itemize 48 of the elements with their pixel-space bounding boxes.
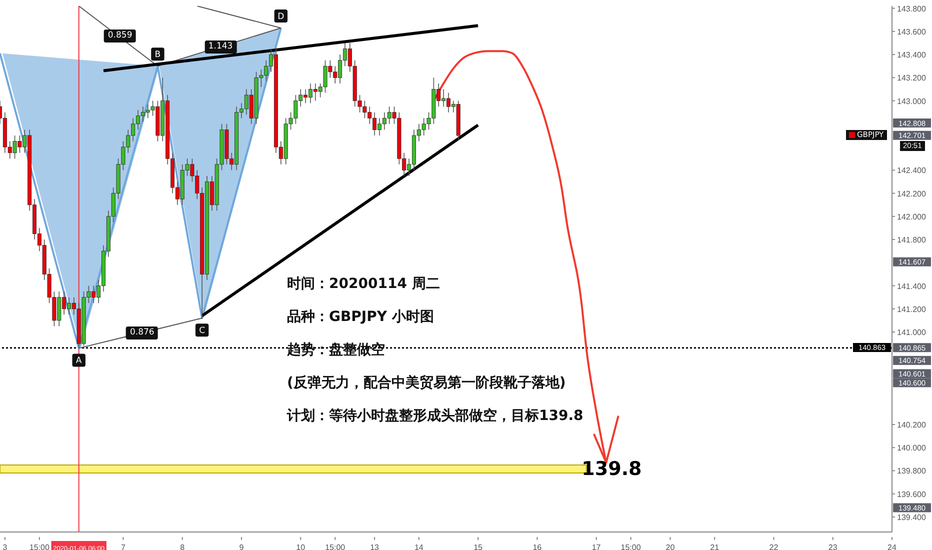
y-tick-label: 139.600 — [897, 490, 926, 499]
x-tick-label: 24 — [888, 543, 897, 550]
y-tick-label: 141.400 — [897, 282, 926, 291]
data-label: B — [154, 50, 161, 60]
data-label: A — [76, 356, 82, 366]
x-tick-label: 3 — [2, 543, 8, 550]
annotation: (反弹无力，配合中美贸易第一阶段靴子落地) — [287, 374, 567, 393]
y-tick-label: 142.400 — [897, 166, 926, 176]
y-tick-label: 143.800 — [897, 4, 926, 14]
x-tick-label: 21 — [710, 543, 720, 550]
y-tick-label: 139.800 — [897, 466, 926, 476]
x-tick-label: 8 — [180, 543, 186, 550]
y-tick-label: 141.000 — [897, 328, 926, 338]
x-tick-label: 15:00 — [29, 543, 50, 550]
data-label: D — [278, 12, 285, 22]
band-label: 139.8 — [582, 456, 642, 481]
x-tick-label: 10 — [296, 543, 306, 550]
x-tick-label: 17 — [592, 543, 602, 550]
y-tick-label: 143.000 — [897, 96, 926, 106]
x-tick-label: 15:00 — [325, 543, 346, 550]
y-tick-label: 140.200 — [897, 420, 926, 430]
y-tick-label: 143.200 — [897, 74, 926, 83]
x-tick-label: 16 — [532, 543, 542, 550]
y-tick-label: 139.400 — [897, 512, 926, 522]
annotation: 计划：等待小时盘整形成头部做空，目标139.8 — [287, 406, 584, 426]
y-tick-label: 141.200 — [897, 304, 926, 314]
x-tick-label: 22 — [769, 543, 779, 550]
x-tick-label: 13 — [370, 543, 380, 550]
series-label: 0.876 — [126, 326, 158, 340]
series-label: 1.143 — [204, 40, 237, 54]
y-tick-label: 141.800 — [897, 236, 926, 245]
x-tick-label: 15:00 — [620, 543, 642, 550]
data-label: C — [199, 326, 206, 336]
x-tick-label: 20 — [666, 543, 676, 550]
y-tick-label: 140.000 — [897, 444, 926, 453]
annotation: 趋势：盘整做空 — [287, 340, 386, 360]
y-tick-label: 143.600 — [897, 27, 926, 36]
x-tick-label: 14 — [414, 543, 424, 550]
x-tick-label: 23 — [828, 543, 838, 550]
x-tick-label: 15 — [474, 543, 484, 550]
y-tick-label: 142.200 — [897, 189, 926, 198]
y-tick-label: 142.000 — [897, 212, 926, 222]
series-label: 0.859 — [104, 30, 136, 43]
annotation: 时间：20200114 周二 — [287, 275, 441, 294]
x-tick-label: 9 — [239, 543, 244, 550]
x-tick-label: 7 — [120, 543, 126, 550]
annotation: 品种：GBPJPY 小时图 — [287, 308, 435, 327]
y-tick-label: 143.400 — [897, 50, 926, 60]
